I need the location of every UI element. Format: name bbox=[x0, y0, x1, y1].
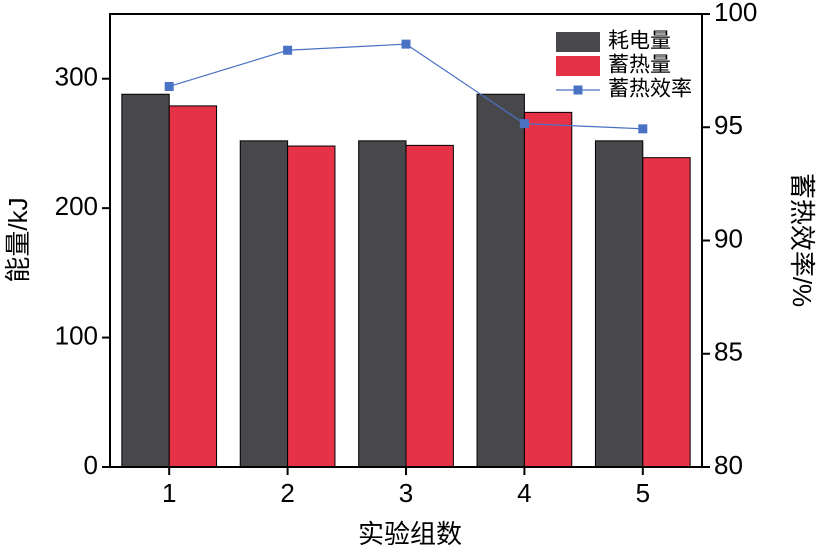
bar bbox=[523, 111, 573, 468]
marker bbox=[519, 119, 529, 129]
bar bbox=[358, 140, 407, 468]
x-tick-label: 1 bbox=[162, 478, 176, 508]
x-tick-label: 3 bbox=[399, 478, 413, 508]
bar bbox=[405, 144, 454, 468]
bar bbox=[121, 93, 170, 468]
legend-label: 蓄热量 bbox=[608, 54, 671, 77]
y-axis-label: 能量/kJ bbox=[3, 197, 33, 282]
legend-label: 蓄热效率 bbox=[608, 78, 692, 101]
y-tick-label: 300 bbox=[55, 62, 98, 92]
y2-tick-label: 95 bbox=[714, 110, 743, 140]
x-tick-label: 5 bbox=[636, 478, 650, 508]
marker bbox=[638, 124, 648, 134]
legend-swatch bbox=[556, 56, 600, 76]
legend-marker bbox=[573, 85, 583, 95]
bar bbox=[287, 145, 336, 468]
x-tick-label: 4 bbox=[517, 478, 531, 508]
marker bbox=[401, 39, 411, 49]
marker bbox=[164, 81, 174, 91]
bar bbox=[642, 157, 691, 468]
bar bbox=[594, 140, 644, 468]
y-tick-label: 200 bbox=[55, 191, 98, 221]
legend-swatch bbox=[556, 32, 600, 52]
y-tick-label: 0 bbox=[84, 450, 98, 480]
x-axis-label: 实验组数 bbox=[358, 519, 462, 549]
y2-axis-label: 蓄热效率/% bbox=[787, 173, 817, 307]
bar bbox=[239, 140, 289, 468]
y2-tick-label: 80 bbox=[714, 450, 743, 480]
y2-tick-label: 90 bbox=[714, 223, 743, 253]
bar bbox=[476, 93, 525, 468]
y2-tick-label: 100 bbox=[714, 0, 757, 27]
y2-tick-label: 85 bbox=[714, 337, 743, 367]
legend-label: 耗电量 bbox=[608, 30, 671, 53]
marker bbox=[283, 45, 293, 55]
bar bbox=[168, 105, 218, 468]
y-tick-label: 100 bbox=[55, 320, 98, 350]
x-tick-label: 2 bbox=[280, 478, 294, 508]
